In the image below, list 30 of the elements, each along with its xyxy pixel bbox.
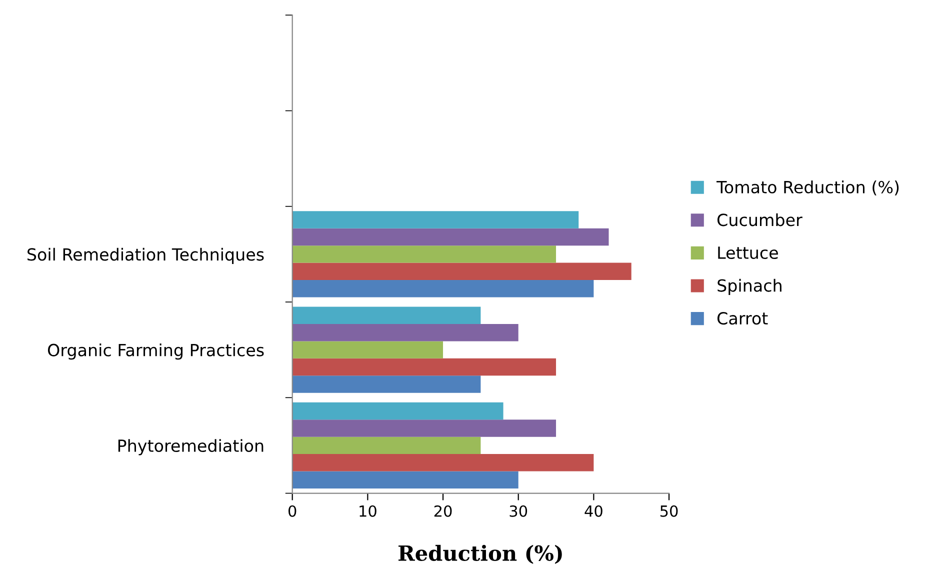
x-tick-label: 40 [584, 505, 602, 517]
bar [292, 280, 594, 298]
x-tick-label: 20 [434, 505, 452, 517]
bar [292, 306, 481, 324]
bar [292, 246, 556, 263]
x-axis-title: Reduction (%) [398, 544, 562, 564]
bar [292, 228, 609, 246]
bar [292, 211, 579, 228]
y-tick-label: Organic Farming Practices [48, 343, 264, 360]
bar [292, 262, 632, 280]
bar [292, 420, 556, 437]
legend-label: Tomato Reduction (%) [716, 180, 899, 196]
bar [292, 358, 556, 376]
bar [292, 454, 594, 472]
y-tick-label: Soil Remediation Techniques [28, 248, 264, 264]
x-tick-label: 30 [510, 505, 528, 517]
y-tick-label: Phytoremediation [118, 439, 264, 456]
bar [292, 402, 504, 420]
legend-label: Cucumber [717, 213, 802, 226]
bar [292, 436, 481, 454]
bar [292, 341, 444, 358]
bar [292, 324, 518, 342]
legend-label: Carrot [717, 312, 768, 325]
bar [292, 471, 518, 488]
x-tick-label: 0 [288, 505, 296, 517]
legend-label: Spinach [718, 278, 782, 296]
bar [292, 376, 481, 393]
legend-label: Lettuce [718, 246, 778, 260]
x-tick-label: 50 [660, 505, 678, 517]
x-tick-label: 10 [360, 505, 376, 517]
